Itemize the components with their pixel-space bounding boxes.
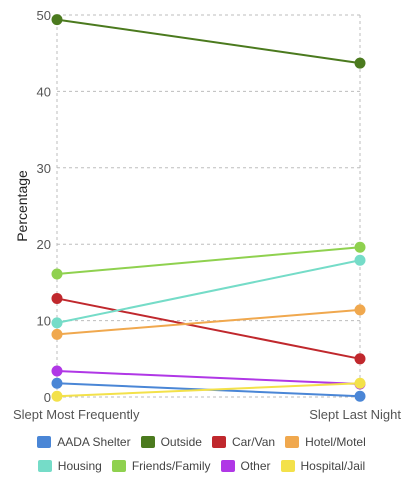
legend-item[interactable]: Other xyxy=(220,459,271,473)
legend-item[interactable]: Car/Van xyxy=(211,435,276,449)
legend-swatch xyxy=(280,460,295,472)
series-line-3 xyxy=(56,308,361,336)
legend-row: Housing Friends/Family Other Hospital/Jail xyxy=(0,454,403,478)
data-point xyxy=(51,268,63,280)
legend-item[interactable]: Friends/Family xyxy=(111,459,211,473)
legend-swatch xyxy=(140,436,155,448)
data-point xyxy=(354,377,366,389)
legend-item[interactable]: Hotel/Motel xyxy=(285,435,366,449)
data-point xyxy=(354,304,366,316)
data-point xyxy=(51,365,63,377)
legend-item[interactable]: Housing xyxy=(37,459,102,473)
legend-swatch xyxy=(37,460,52,472)
legend-label: Hospital/Jail xyxy=(300,459,366,473)
legend-label: AADA Shelter xyxy=(57,435,131,449)
series-line-4 xyxy=(56,259,361,324)
x-category-label: Slept Last Night xyxy=(309,407,401,422)
data-point xyxy=(354,254,366,266)
legend-label: Housing xyxy=(57,459,102,473)
legend-swatch xyxy=(220,460,235,472)
data-point xyxy=(51,328,63,340)
legend-swatch xyxy=(37,436,52,448)
y-tick-label: 10 xyxy=(37,314,51,329)
data-point xyxy=(354,390,366,402)
legend-swatch xyxy=(111,460,126,472)
y-tick-label: 40 xyxy=(37,84,51,99)
series-line-7 xyxy=(56,382,361,398)
axes: 0 10 20 30 40 50 Slept Most Frequently Slept La… xyxy=(13,8,401,422)
line-chart: 0 10 20 30 40 50 Slept Most Frequently Slept La… xyxy=(13,8,401,422)
y-tick-label: 20 xyxy=(37,237,51,252)
legend-label: Hotel/Motel xyxy=(305,435,366,449)
legend-label: Car/Van xyxy=(231,435,276,449)
legend-label: Outside xyxy=(160,435,202,449)
legend-label: Other xyxy=(240,459,271,473)
data-point xyxy=(51,14,63,26)
legend-row: AADA Shelter Outside Car/Van Hotel/Motel xyxy=(0,430,403,454)
data-point xyxy=(354,241,366,253)
y-tick-label: 50 xyxy=(37,8,51,23)
x-category-label: Slept Most Frequently xyxy=(13,407,140,422)
series-points xyxy=(51,14,366,402)
y-axis-title: Percentage xyxy=(14,170,30,242)
series-line-1 xyxy=(56,18,361,65)
legend-item[interactable]: Hospital/Jail xyxy=(280,459,366,473)
data-point xyxy=(51,317,63,329)
y-tick-label: 0 xyxy=(44,390,51,405)
series-line-5 xyxy=(56,246,361,275)
legend-swatch xyxy=(285,436,300,448)
grid-lines xyxy=(56,14,361,398)
data-point xyxy=(354,57,366,69)
data-point xyxy=(51,377,63,389)
legend-label: Friends/Family xyxy=(131,459,211,473)
data-point xyxy=(354,353,366,365)
legend-item[interactable]: AADA Shelter xyxy=(37,435,131,449)
legend: AADA Shelter Outside Car/Van Hotel/Motel Hou… xyxy=(0,430,403,478)
series-lines xyxy=(56,18,361,398)
series-line-2 xyxy=(56,297,361,360)
data-point xyxy=(51,390,63,402)
legend-swatch xyxy=(211,436,226,448)
legend-item[interactable]: Outside xyxy=(140,435,202,449)
data-point xyxy=(51,292,63,304)
y-tick-label: 30 xyxy=(37,161,51,176)
series-line-6 xyxy=(56,370,361,386)
